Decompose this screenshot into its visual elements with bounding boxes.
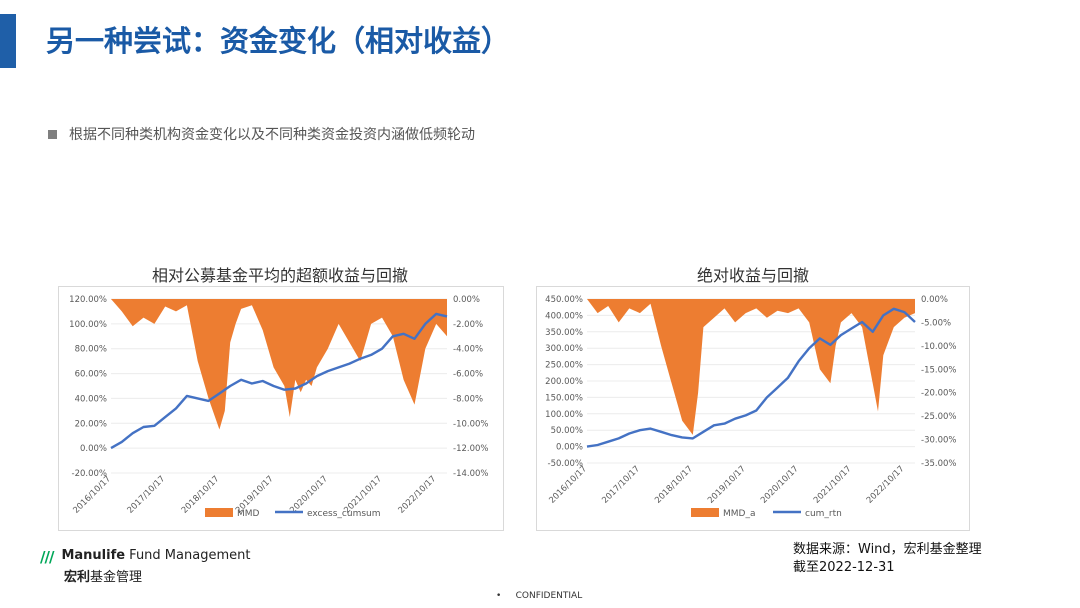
left-axis-tick-label: 20.00% — [75, 419, 107, 429]
left-axis-tick-label: 450.00% — [545, 295, 583, 305]
line-series-excess_cumsum — [110, 312, 448, 450]
left-axis-tick-label: -20.00% — [72, 469, 107, 479]
area-series-MMD_a — [587, 299, 915, 435]
logo-cn-rest: 基金管理 — [90, 570, 143, 585]
manulife-logo: /// Manulife Fund Management 宏利基金管理 — [40, 548, 250, 585]
left-axis-tick-label: 40.00% — [75, 394, 107, 404]
right-axis-tick-label: -14.00% — [453, 469, 488, 479]
left-axis-tick-label: 350.00% — [545, 328, 583, 338]
footer-dot: • — [496, 591, 502, 601]
footer-confidential: CONFIDENTIAL — [515, 591, 583, 601]
right-axis-tick-label: -30.00% — [921, 436, 956, 446]
data-source-note: 数据来源：Wind，宏利基金整理 截至2022-12-31 — [793, 541, 982, 577]
chart-1-svg: 120.00% 100.00% 80.00% 60.00% 40.00% 20.00% 0.… — [69, 295, 488, 519]
left-axis-tick-label: 60.00% — [75, 370, 107, 380]
right-axis-tick-label: -4.00% — [453, 345, 483, 355]
left-axis-tick-label: 100.00% — [545, 410, 583, 420]
right-axis-tick-label: 0.00% — [453, 295, 480, 305]
left-axis-tick-label: 400.00% — [545, 311, 583, 321]
right-axis-tick-label: -35.00% — [921, 459, 956, 469]
line-series-cum_rtn — [586, 307, 916, 448]
title-accent-bar — [0, 14, 16, 68]
right-axis-tick-label: -6.00% — [453, 370, 483, 380]
footer: • CONFIDENTIAL — [496, 591, 582, 601]
logo-english: /// Manulife Fund Management — [40, 548, 250, 566]
bullet-square-icon — [48, 129, 57, 139]
left-axis-tick-label: 50.00% — [551, 426, 583, 436]
x-axis-tick-label: 2022/10/17 — [397, 474, 439, 516]
x-axis-tick-label: 2021/10/17 — [812, 464, 854, 506]
right-axis-tick-label: -10.00% — [453, 419, 488, 429]
x-axis-tick-label: 2020/10/17 — [759, 464, 801, 506]
chart-1-title: 相对公募基金平均的超额收益与回撤 — [151, 266, 408, 285]
x-axis-tick-label: 2022/10/17 — [865, 464, 907, 506]
chart-2-title: 绝对收益与回撤 — [696, 266, 809, 285]
manulife-mark-icon: /// — [40, 548, 54, 566]
right-axis-tick-label: -5.00% — [921, 318, 951, 328]
left-axis-tick-label: 0.00% — [80, 444, 107, 454]
logo-en-bold: Manulife — [61, 548, 126, 563]
right-axis-tick-label: -8.00% — [453, 394, 483, 404]
source-line-1: 数据来源：Wind，宏利基金整理 — [793, 542, 982, 557]
x-axis-tick-label: 2019/10/17 — [706, 464, 748, 506]
legend-swatch-MMD — [205, 508, 233, 517]
logo-en-rest: Fund Management — [125, 548, 251, 563]
left-axis-tick-label: 0.00% — [556, 443, 583, 453]
bullet-point: 根据不同种类机构资金变化以及不同种类资金投资内涵做低频轮动 — [48, 124, 475, 144]
logo-chinese: 宏利基金管理 — [64, 566, 250, 585]
right-axis-tick-label: -2.00% — [453, 320, 483, 330]
logo-cn-bold: 宏利 — [64, 570, 91, 585]
left-axis-tick-label: 100.00% — [69, 320, 107, 330]
source-line-2: 截至2022-12-31 — [793, 560, 895, 575]
slide-title: 另一种尝试：资金变化（相对收益） — [46, 24, 511, 58]
legend-label: cum_rtn — [805, 509, 842, 519]
x-axis-tick-label: 2016/10/17 — [547, 464, 589, 506]
left-axis-tick-label: 300.00% — [545, 344, 583, 354]
right-axis-tick-label: -25.00% — [921, 412, 956, 422]
x-axis-tick-label: 2016/10/17 — [71, 474, 113, 516]
legend-label: MMD_a — [723, 509, 755, 519]
left-axis-tick-label: 250.00% — [545, 361, 583, 371]
left-axis-tick-label: 80.00% — [75, 345, 107, 355]
x-axis-tick-label: 2017/10/17 — [126, 474, 168, 516]
right-axis-tick-label: -10.00% — [921, 342, 956, 352]
left-axis-tick-label: 150.00% — [545, 393, 583, 403]
left-axis-tick-label: 200.00% — [545, 377, 583, 387]
chart-2-frame: 450.00% 400.00% 350.00% 300.00% 250.00% 200.0… — [536, 286, 970, 531]
right-axis-tick-label: -12.00% — [453, 444, 488, 454]
x-axis-tick-label: 2018/10/17 — [653, 464, 695, 506]
legend-swatch-MMD_a — [691, 508, 719, 517]
right-axis-tick-label: -15.00% — [921, 365, 956, 375]
left-axis-tick-label: 120.00% — [69, 295, 107, 305]
area-series-MMD — [111, 299, 447, 430]
chart-1-frame: 120.00% 100.00% 80.00% 60.00% 40.00% 20.00% 0.… — [58, 286, 504, 531]
left-axis-tick-label: -50.00% — [548, 459, 583, 469]
legend-label: MMD — [237, 509, 260, 519]
x-axis-tick-label: 2017/10/17 — [600, 464, 642, 506]
legend-label: excess_cumsum — [307, 509, 381, 519]
bullet-text: 根据不同种类机构资金变化以及不同种类资金投资内涵做低频轮动 — [69, 127, 475, 143]
chart-2-svg: 450.00% 400.00% 350.00% 300.00% 250.00% 200.0… — [545, 295, 956, 519]
right-axis-tick-label: -20.00% — [921, 389, 956, 399]
right-axis-tick-label: 0.00% — [921, 295, 948, 305]
